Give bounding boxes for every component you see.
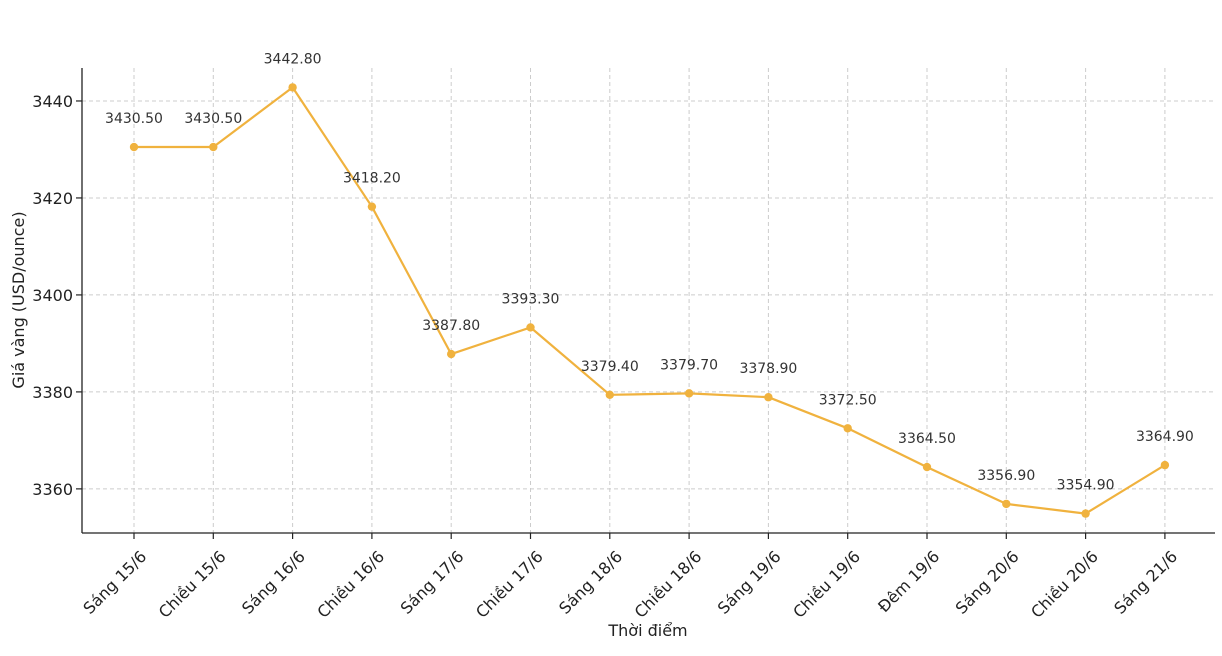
x-tick-label: Sáng 16/6 — [238, 547, 309, 618]
data-label: 3430.50 — [105, 111, 163, 127]
data-label: 3378.90 — [739, 361, 797, 377]
y-tick-label: 3400 — [32, 286, 73, 305]
y-axis-title: Giá vàng (USD/ounce) — [9, 211, 28, 388]
data-label: 3372.50 — [819, 392, 877, 408]
x-tick-label: Sáng 21/6 — [1110, 547, 1181, 618]
y-tick-label: 3360 — [32, 480, 73, 499]
x-tick-label: Sáng 15/6 — [79, 547, 150, 618]
x-tick-label: Chiều 20/6 — [1027, 547, 1102, 622]
data-point — [209, 142, 218, 152]
x-tick-label: Chiều 15/6 — [155, 547, 230, 622]
data-point — [1002, 499, 1011, 509]
data-label: 3442.80 — [264, 51, 322, 67]
data-label: 3418.20 — [343, 171, 401, 187]
x-tick-label: Chiều 17/6 — [472, 547, 547, 622]
x-tick-label: Sáng 19/6 — [714, 547, 785, 618]
data-label: 3379.70 — [660, 357, 718, 373]
data-point — [526, 323, 535, 332]
data-label: 3354.90 — [1057, 478, 1115, 494]
x-tick-label: Sáng 20/6 — [952, 547, 1023, 618]
data-point — [922, 462, 932, 472]
y-tick-label: 3440 — [32, 92, 73, 111]
series-line — [134, 86, 1166, 515]
x-axis-title: Thời điểm — [607, 621, 687, 640]
series-gold-price — [129, 83, 1170, 518]
y-tick-label: 3380 — [32, 383, 73, 402]
grid — [82, 68, 1215, 533]
x-tick-label: Sáng 18/6 — [555, 547, 626, 618]
data-label: 3430.50 — [184, 111, 242, 127]
y-tick-label: 3420 — [32, 189, 73, 208]
data-point — [129, 142, 139, 152]
data-label: 3364.90 — [1136, 429, 1194, 445]
x-tick-label: Chiều 18/6 — [631, 547, 706, 622]
data-point — [684, 389, 694, 398]
x-tick-label: Đêm 19/6 — [874, 547, 943, 616]
x-tick-label: Chiều 16/6 — [313, 547, 388, 622]
data-point — [447, 349, 456, 359]
data-point — [367, 202, 377, 211]
data-point — [605, 390, 614, 400]
data-label: 3393.30 — [502, 291, 560, 307]
data-point — [764, 393, 773, 402]
data-point — [1081, 509, 1090, 518]
data-labels: 3430.50 3430.50 3442.80 3418.20 3387.80 3393.… — [105, 51, 1194, 493]
data-label: 3356.90 — [977, 468, 1035, 484]
data-point — [1160, 460, 1170, 470]
x-tick-label: Chiều 19/6 — [789, 547, 864, 622]
data-label: 3379.40 — [581, 359, 639, 375]
axes — [81, 68, 1215, 534]
data-point — [843, 424, 852, 433]
data-point — [288, 83, 297, 92]
x-tick-label: Sáng 17/6 — [397, 547, 468, 618]
data-label: 3387.80 — [422, 318, 480, 334]
data-label: 3364.50 — [898, 431, 956, 447]
